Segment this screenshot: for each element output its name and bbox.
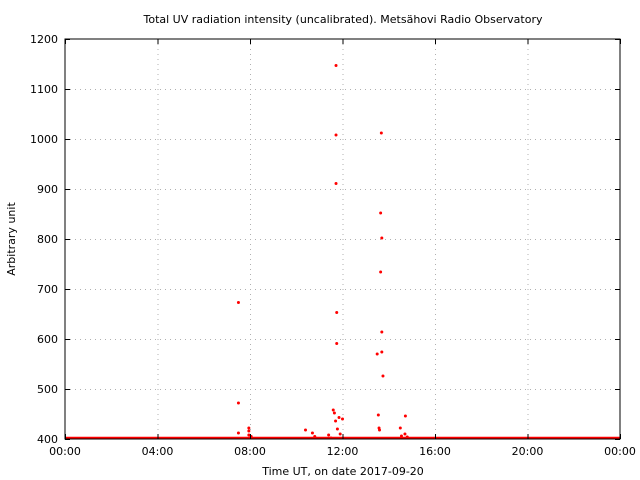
- data-point: [380, 350, 384, 354]
- data-point: [236, 301, 240, 304]
- data-point: [405, 435, 409, 439]
- data-point: [334, 133, 338, 137]
- y-tick-label: 1100: [30, 83, 58, 96]
- x-tick-label: 08:00: [234, 445, 266, 458]
- data-point: [380, 330, 384, 334]
- data-point: [327, 433, 331, 437]
- data-point: [335, 427, 339, 431]
- data-point: [341, 417, 344, 421]
- data-point: [338, 432, 342, 436]
- data-point: [379, 270, 383, 274]
- data-point: [313, 435, 317, 438]
- data-point: [379, 131, 383, 135]
- data-point: [399, 434, 403, 438]
- data-point: [379, 211, 383, 215]
- data-point: [331, 408, 335, 412]
- y-tick-label: 600: [37, 333, 58, 346]
- data-point: [403, 432, 407, 436]
- x-tick-label: 16:00: [419, 445, 451, 458]
- axis-ticks: 00:00 04:00 08:00 12:00 16:00 20:00 00:0040050…: [30, 33, 636, 458]
- data-point: [332, 411, 336, 415]
- y-tick-label: 500: [37, 383, 58, 396]
- y-tick-label: 400: [37, 433, 58, 446]
- data-point: [236, 401, 240, 405]
- data-point: [375, 352, 379, 356]
- x-tick-label: 12:00: [327, 445, 359, 458]
- data-point: [247, 426, 251, 430]
- x-tick-label: 20:00: [512, 445, 544, 458]
- y-tick-label: 700: [37, 283, 58, 296]
- x-tick-label: 00:00: [604, 445, 636, 458]
- data-point: [335, 342, 339, 345]
- data-point: [398, 426, 402, 430]
- x-tick-label: 00:00: [49, 445, 81, 458]
- data-point: [334, 182, 338, 185]
- data-points: [65, 64, 620, 440]
- data-point: [335, 311, 339, 314]
- y-tick-label: 1200: [30, 33, 58, 46]
- data-point: [334, 64, 338, 67]
- chart-title: Total UV radiation intensity (uncalibrat…: [143, 13, 543, 26]
- data-point: [378, 428, 381, 432]
- x-tick-label: 04:00: [142, 445, 174, 458]
- y-tick-label: 1000: [30, 133, 58, 146]
- y-tick-label: 900: [37, 183, 58, 196]
- y-axis-label: Arbitrary unit: [5, 202, 18, 276]
- data-point: [310, 431, 314, 435]
- data-point: [381, 374, 385, 378]
- data-point: [247, 433, 251, 437]
- data-point: [334, 419, 338, 423]
- data-point: [247, 429, 251, 433]
- data-point: [304, 428, 307, 432]
- y-tick-label: 800: [37, 233, 58, 246]
- data-point: [337, 416, 341, 419]
- data-point: [380, 236, 384, 240]
- data-point: [376, 413, 380, 417]
- x-axis-label: Time UT, on date 2017-09-20: [261, 465, 424, 478]
- grid-lines: [65, 39, 620, 439]
- data-point: [236, 431, 240, 435]
- data-point: [403, 414, 407, 418]
